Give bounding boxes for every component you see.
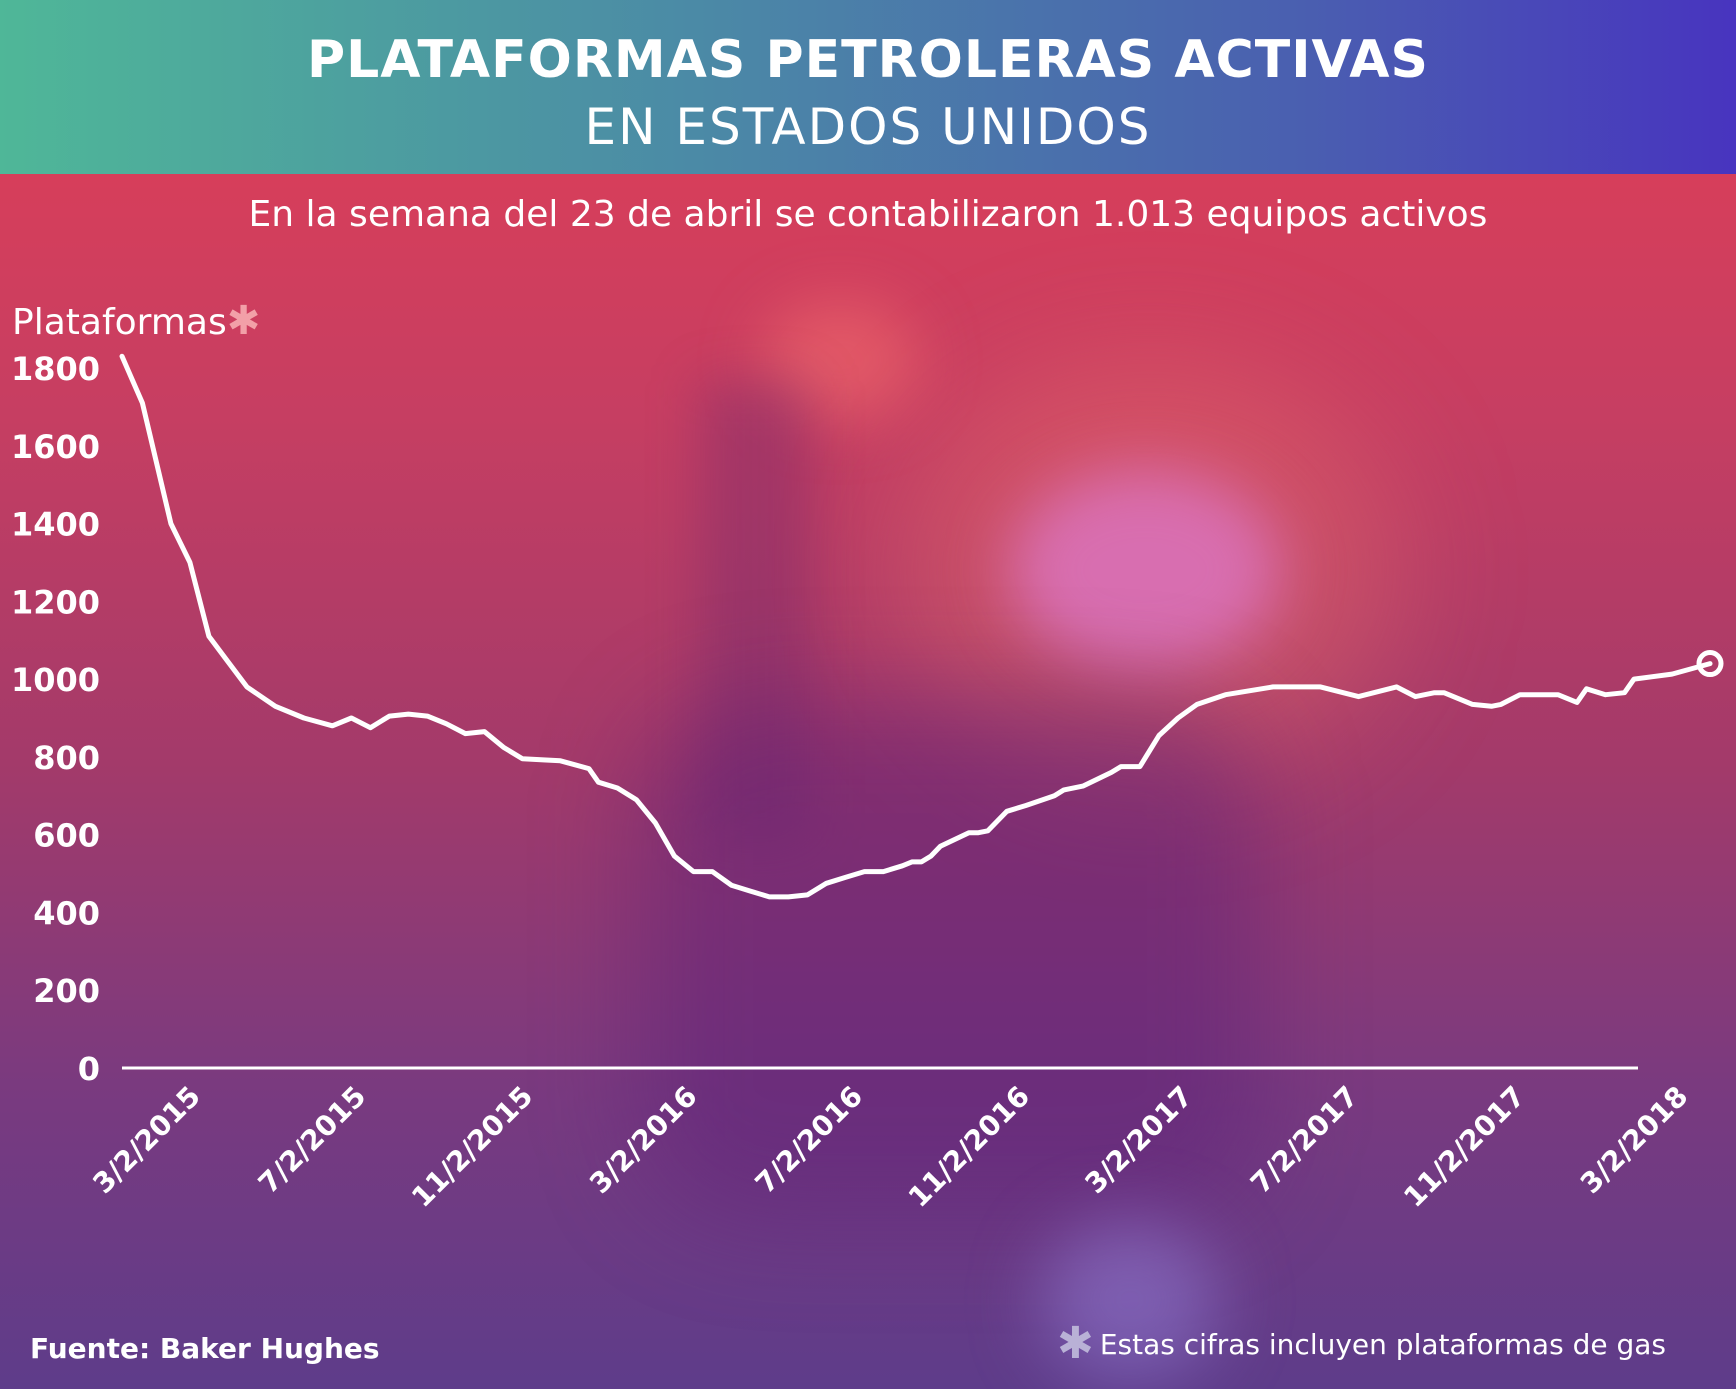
asterisk-icon: ✱ [226,298,261,344]
x-tick-label: 11/2/2015 [405,1080,539,1214]
y-tick-label: 1800 [11,350,100,388]
footnote: ✱ Estas cifras incluyen plataformas de ga… [1057,1318,1666,1369]
title-banner: PLATAFORMAS PETROLERAS ACTIVAS EN ESTADO… [0,0,1736,174]
x-tick-label: 11/2/2017 [1397,1080,1531,1214]
y-tick-label: 1200 [11,583,100,621]
y-tick-label: 800 [33,739,100,777]
y-axis-label-text: Plataformas [12,302,227,343]
footnote-text: Estas cifras incluyen plataformas de gas [1099,1328,1666,1361]
y-tick-label: 1600 [11,428,100,466]
chart-title-line2: EN ESTADOS UNIDOS [584,98,1152,156]
x-tick-label: 7/2/2016 [749,1080,869,1200]
series-end-marker [1696,650,1724,678]
chart-subtitle: En la semana del 23 de abril se contabil… [248,194,1488,235]
x-tick-label: 7/2/2015 [252,1080,372,1200]
x-tick-label: 3/2/2018 [1574,1080,1694,1200]
x-tick-label: 3/2/2017 [1079,1080,1199,1200]
y-tick-label: 1000 [11,661,100,699]
x-tick-label: 7/2/2017 [1244,1080,1364,1200]
y-tick-label: 1400 [11,506,100,544]
y-tick-label: 0 [78,1050,100,1088]
y-tick-label: 400 [33,894,100,932]
x-tick-label: 3/2/2016 [583,1080,703,1200]
y-tick-label: 200 [33,972,100,1010]
y-axis-label: Plataformas✱ [12,298,260,344]
x-tick-label: 3/2/2015 [86,1080,206,1200]
y-tick-label: 600 [33,817,100,855]
chart-title: PLATAFORMAS PETROLERAS ACTIVAS [307,30,1429,90]
asterisk-icon: ✱ [1056,1318,1094,1369]
x-tick-label: 11/2/2016 [902,1080,1036,1214]
source-note: Fuente: Baker Hughes [30,1332,380,1365]
series-line [119,353,1713,900]
